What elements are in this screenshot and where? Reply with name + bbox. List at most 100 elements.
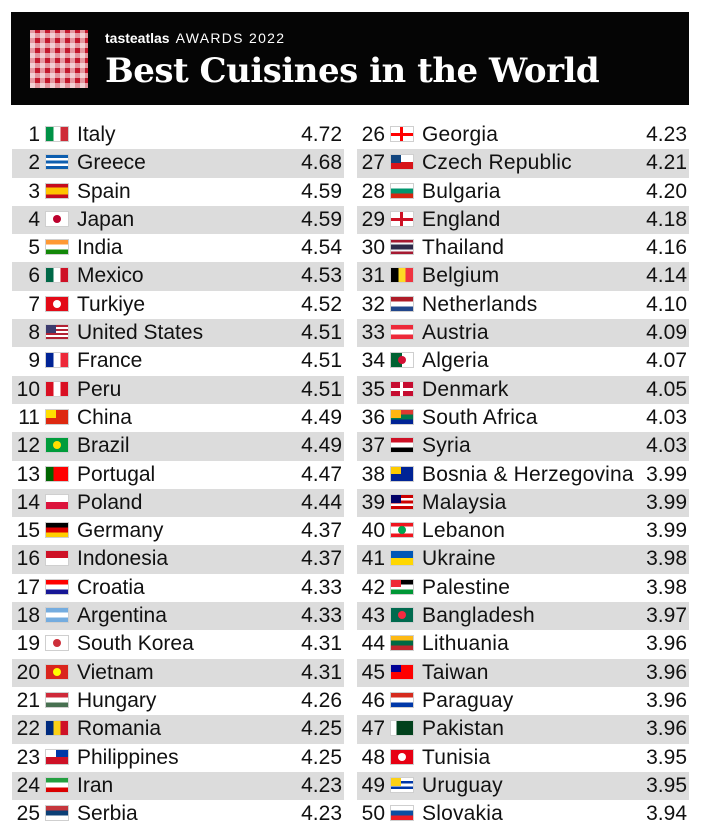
table-row: 5 India 4.54 bbox=[12, 234, 344, 262]
score-value: 3.98 bbox=[646, 547, 687, 571]
flag-icon bbox=[390, 239, 414, 256]
flag-icon bbox=[390, 465, 414, 482]
flag-icon bbox=[45, 748, 69, 765]
country-name: Austria bbox=[422, 321, 489, 345]
table-row: 42 Palestine 3.98 bbox=[357, 574, 689, 602]
country-name: England bbox=[422, 207, 501, 231]
tablecloth-logo-icon bbox=[30, 30, 88, 88]
flag-icon bbox=[45, 522, 69, 539]
header-banner: tasteatlas AWARDS 2022 Best Cuisines in t… bbox=[11, 12, 689, 105]
country-name: Taiwan bbox=[422, 660, 489, 684]
flag-emblem bbox=[53, 441, 61, 450]
flag-icon bbox=[390, 182, 414, 199]
score-value: 4.16 bbox=[646, 236, 687, 260]
table-row: 1 Italy 4.72 bbox=[12, 121, 344, 149]
flag-icon bbox=[390, 493, 414, 510]
country-name: Uruguay bbox=[422, 773, 503, 797]
table-row: 44 Lithuania 3.96 bbox=[357, 630, 689, 658]
table-row: 8 United States 4.51 bbox=[12, 319, 344, 348]
rank-number: 14 bbox=[16, 490, 40, 514]
country-name: Brazil bbox=[77, 434, 130, 458]
country-name: Germany bbox=[77, 519, 164, 543]
rank-number: 45 bbox=[361, 660, 385, 684]
table-row: 49 Uruguay 3.95 bbox=[357, 771, 689, 801]
rank-number: 19 bbox=[16, 632, 40, 656]
flag-icon bbox=[45, 295, 69, 312]
table-row: 47 Pakistan 3.96 bbox=[357, 715, 689, 744]
country-name: Slovakia bbox=[422, 802, 503, 826]
country-name: Serbia bbox=[77, 802, 138, 826]
flag-icon bbox=[45, 550, 69, 567]
country-name: Algeria bbox=[422, 349, 489, 373]
rank-number: 41 bbox=[361, 547, 385, 571]
country-name: Mexico bbox=[77, 264, 144, 288]
table-row: 36 South Africa 4.03 bbox=[357, 404, 689, 432]
score-value: 3.94 bbox=[646, 802, 687, 826]
country-name: Ukraine bbox=[422, 547, 496, 571]
country-name: Belgium bbox=[422, 264, 500, 288]
table-row: 21 Hungary 4.26 bbox=[12, 687, 344, 715]
score-value: 4.59 bbox=[301, 179, 342, 203]
score-value: 4.14 bbox=[646, 264, 687, 288]
score-value: 3.96 bbox=[646, 688, 687, 712]
country-name: Tunisia bbox=[422, 745, 491, 769]
flag-icon bbox=[390, 776, 414, 793]
rank-number: 23 bbox=[16, 745, 40, 769]
table-row: 3 Spain 4.59 bbox=[12, 178, 344, 206]
country-name: France bbox=[77, 349, 143, 373]
score-value: 3.99 bbox=[646, 462, 687, 486]
score-value: 4.10 bbox=[646, 292, 687, 316]
flag-icon bbox=[45, 324, 69, 341]
score-value: 4.07 bbox=[646, 349, 687, 373]
table-row: 26 Georgia 4.23 bbox=[357, 121, 689, 149]
flag-icon bbox=[390, 691, 414, 708]
table-row: 30 Thailand 4.16 bbox=[357, 234, 689, 262]
flag-icon bbox=[45, 239, 69, 256]
flag-icon bbox=[390, 408, 414, 425]
flag-icon bbox=[390, 805, 414, 822]
country-name: Denmark bbox=[422, 377, 509, 401]
table-row: 28 Bulgaria 4.20 bbox=[357, 178, 689, 206]
country-name: Pakistan bbox=[422, 717, 505, 741]
score-value: 4.52 bbox=[301, 292, 342, 316]
score-value: 3.95 bbox=[646, 773, 687, 797]
flag-cross bbox=[391, 132, 413, 136]
rank-number: 27 bbox=[361, 151, 385, 175]
country-name: Portugal bbox=[77, 462, 156, 486]
country-name: Argentina bbox=[77, 604, 167, 628]
score-value: 4.54 bbox=[301, 236, 342, 260]
score-value: 4.59 bbox=[301, 207, 342, 231]
flag-canton bbox=[391, 409, 401, 418]
score-value: 4.09 bbox=[646, 321, 687, 345]
table-row: 29 England 4.18 bbox=[357, 205, 689, 235]
table-row: 22 Romania 4.25 bbox=[12, 715, 344, 744]
flag-canton bbox=[46, 749, 56, 758]
flag-canton bbox=[391, 664, 401, 673]
flag-icon bbox=[390, 663, 414, 680]
rank-number: 35 bbox=[361, 377, 385, 401]
score-value: 4.49 bbox=[301, 434, 342, 458]
score-value: 3.99 bbox=[646, 490, 687, 514]
flag-icon bbox=[45, 380, 69, 397]
country-name: Paraguay bbox=[422, 688, 514, 712]
table-row: 6 Mexico 4.53 bbox=[12, 262, 344, 291]
table-row: 16 Indonesia 4.37 bbox=[12, 545, 344, 574]
rank-number: 13 bbox=[16, 462, 40, 486]
rank-number: 44 bbox=[361, 632, 385, 656]
flag-icon bbox=[390, 295, 414, 312]
table-row: 14 Poland 4.44 bbox=[12, 488, 344, 518]
country-name: South Africa bbox=[422, 405, 538, 429]
table-row: 41 Ukraine 3.98 bbox=[357, 545, 689, 574]
score-value: 4.03 bbox=[646, 405, 687, 429]
flag-icon bbox=[390, 154, 414, 171]
country-name: Syria bbox=[422, 434, 471, 458]
score-value: 4.23 bbox=[646, 123, 687, 146]
score-value: 4.18 bbox=[646, 207, 687, 231]
score-value: 3.96 bbox=[646, 717, 687, 741]
table-row: 23 Philippines 4.25 bbox=[12, 744, 344, 772]
table-row: 40 Lebanon 3.99 bbox=[357, 517, 689, 545]
flag-cross bbox=[391, 387, 413, 391]
table-row: 19 South Korea 4.31 bbox=[12, 630, 344, 658]
table-row: 27 Czech Republic 4.21 bbox=[357, 149, 689, 178]
flag-icon bbox=[45, 663, 69, 680]
